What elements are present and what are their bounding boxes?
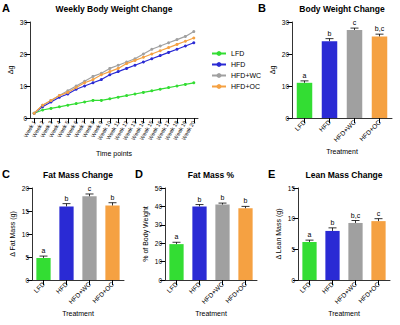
svg-text:a: a bbox=[308, 231, 312, 238]
svg-text:b: b bbox=[221, 194, 225, 201]
svg-text:Δ Fat Mass (g): Δ Fat Mass (g) bbox=[9, 211, 17, 257]
svg-text:Treatment: Treatment bbox=[195, 310, 227, 317]
svg-text:Week 17: Week 17 bbox=[155, 119, 172, 142]
svg-text:c: c bbox=[88, 185, 92, 192]
svg-text:10: 10 bbox=[155, 258, 163, 265]
svg-text:B: B bbox=[258, 2, 266, 14]
svg-text:Week 9: Week 9 bbox=[89, 119, 104, 139]
svg-text:HFD: HFD bbox=[55, 280, 70, 295]
svg-text:A: A bbox=[2, 2, 10, 14]
svg-text:C: C bbox=[2, 168, 10, 180]
svg-text:Lean Mass Change: Lean Mass Change bbox=[306, 170, 383, 180]
svg-text:20: 20 bbox=[22, 185, 30, 192]
svg-text:10: 10 bbox=[22, 231, 30, 238]
svg-text:HFD+OC: HFD+OC bbox=[91, 280, 115, 304]
svg-text:Fat Mass %: Fat Mass % bbox=[188, 170, 235, 180]
svg-text:Week 20: Week 20 bbox=[180, 119, 196, 141]
svg-text:Week 5: Week 5 bbox=[56, 119, 71, 139]
svg-text:Body Weight Change: Body Weight Change bbox=[299, 4, 385, 14]
svg-text:10: 10 bbox=[20, 83, 28, 90]
svg-text:HFD+OC: HFD+OC bbox=[357, 280, 381, 304]
svg-text:Treatment: Treatment bbox=[326, 148, 358, 155]
svg-text:HFD+WC: HFD+WC bbox=[231, 72, 261, 79]
svg-text:b: b bbox=[331, 219, 335, 226]
svg-text:15: 15 bbox=[22, 208, 30, 215]
svg-text:Week 10: Week 10 bbox=[96, 119, 113, 142]
svg-text:0: 0 bbox=[291, 277, 295, 284]
svg-text:40: 40 bbox=[155, 203, 163, 210]
svg-text:HFD: HFD bbox=[188, 280, 203, 295]
svg-text:b,c: b,c bbox=[351, 212, 361, 219]
svg-text:10: 10 bbox=[288, 215, 296, 222]
svg-text:a: a bbox=[175, 233, 179, 240]
svg-text:Week 8: Week 8 bbox=[81, 119, 96, 139]
svg-text:HFD+WC: HFD+WC bbox=[332, 118, 357, 143]
svg-text:Week 7: Week 7 bbox=[72, 119, 88, 139]
svg-text:a: a bbox=[42, 247, 46, 254]
svg-text:b: b bbox=[328, 30, 332, 37]
svg-text:Week 12: Week 12 bbox=[113, 119, 130, 142]
svg-text:LFD: LFD bbox=[165, 280, 179, 294]
svg-text:Week 14: Week 14 bbox=[130, 119, 146, 142]
svg-text:Week 6: Week 6 bbox=[64, 119, 79, 139]
svg-text:Week 16: Week 16 bbox=[146, 119, 163, 142]
svg-text:Treatment: Treatment bbox=[328, 310, 360, 317]
svg-text:10: 10 bbox=[282, 83, 290, 90]
svg-text:Week 15: Week 15 bbox=[138, 119, 155, 142]
svg-text:50: 50 bbox=[155, 185, 163, 192]
svg-text:HFD: HFD bbox=[231, 61, 245, 68]
svg-text:HFD+OC: HFD+OC bbox=[358, 118, 382, 142]
svg-text:Week 18: Week 18 bbox=[163, 119, 180, 142]
svg-text:Week 3: Week 3 bbox=[39, 119, 54, 139]
svg-text:0: 0 bbox=[158, 277, 162, 284]
svg-text:20: 20 bbox=[282, 51, 290, 58]
svg-text:LFD: LFD bbox=[298, 280, 312, 294]
svg-text:Week 13: Week 13 bbox=[121, 119, 138, 142]
svg-text:Week 2: Week 2 bbox=[30, 119, 46, 139]
svg-text:0: 0 bbox=[23, 115, 27, 122]
svg-text:Week 19: Week 19 bbox=[172, 119, 188, 142]
svg-text:b: b bbox=[111, 194, 115, 201]
svg-text:Treatment: Treatment bbox=[62, 310, 94, 317]
svg-text:20: 20 bbox=[155, 240, 163, 247]
svg-text:LFD: LFD bbox=[231, 50, 244, 57]
svg-text:Fat Mass Change: Fat Mass Change bbox=[43, 170, 113, 180]
svg-text:30: 30 bbox=[282, 19, 290, 26]
svg-text:b: b bbox=[198, 196, 202, 203]
svg-text:Time points: Time points bbox=[96, 150, 132, 158]
svg-text:HFD+WC: HFD+WC bbox=[200, 280, 225, 305]
svg-text:30: 30 bbox=[20, 19, 28, 26]
svg-text:30: 30 bbox=[155, 221, 163, 228]
svg-text:Δg: Δg bbox=[7, 66, 15, 75]
svg-text:% of Body Weight: % of Body Weight bbox=[142, 206, 150, 262]
svg-text:E: E bbox=[268, 168, 275, 180]
svg-text:LFD: LFD bbox=[32, 280, 46, 294]
svg-text:HFD: HFD bbox=[318, 118, 333, 133]
svg-text:Week 4: Week 4 bbox=[47, 119, 62, 139]
svg-text:HFD+OC: HFD+OC bbox=[224, 280, 248, 304]
svg-text:15: 15 bbox=[288, 185, 296, 192]
svg-text:Δg: Δg bbox=[269, 66, 277, 75]
svg-text:20: 20 bbox=[20, 51, 28, 58]
svg-text:Δ Lean Mass (g): Δ Lean Mass (g) bbox=[275, 209, 283, 260]
svg-text:5: 5 bbox=[291, 246, 295, 253]
svg-text:Week 1: Week 1 bbox=[22, 119, 37, 139]
svg-text:c: c bbox=[377, 210, 381, 217]
svg-text:5: 5 bbox=[25, 254, 29, 261]
svg-text:HFD+WC: HFD+WC bbox=[67, 280, 92, 305]
svg-text:0: 0 bbox=[285, 115, 289, 122]
svg-text:b,c: b,c bbox=[375, 25, 385, 32]
svg-text:0: 0 bbox=[25, 277, 29, 284]
svg-text:HFD+OC: HFD+OC bbox=[231, 83, 260, 90]
svg-text:b: b bbox=[244, 197, 248, 204]
svg-text:c: c bbox=[353, 19, 357, 26]
svg-text:a: a bbox=[303, 72, 307, 79]
svg-text:Weekly Body Weight Change: Weekly Body Weight Change bbox=[56, 4, 173, 14]
svg-text:Week 11: Week 11 bbox=[105, 119, 121, 141]
svg-text:HFD+WC: HFD+WC bbox=[333, 280, 358, 305]
svg-text:HFD: HFD bbox=[321, 280, 336, 295]
svg-text:D: D bbox=[135, 168, 143, 180]
svg-text:LFD: LFD bbox=[293, 118, 307, 132]
svg-text:b: b bbox=[65, 195, 69, 202]
